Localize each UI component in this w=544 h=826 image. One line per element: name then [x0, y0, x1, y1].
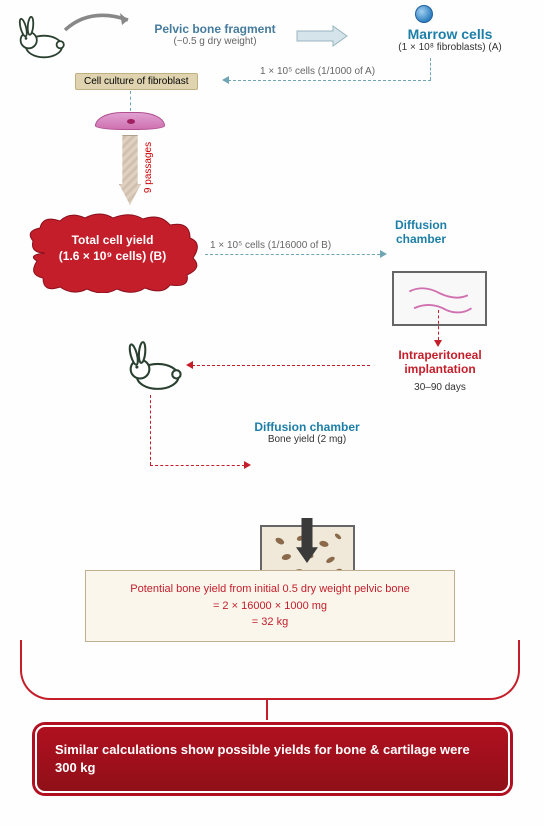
- dashdot-h2: [150, 465, 245, 466]
- culture-label-box: Cell culture of fibroblast: [75, 73, 198, 90]
- dashdot-v1: [438, 310, 439, 340]
- diffusion-chamber-2-label: Diffusion chamber Bone yield (2 mg): [232, 420, 382, 445]
- chamber2-sub: Bone yield (2 mg): [232, 434, 382, 445]
- arrowhead-2: [380, 250, 387, 258]
- curve-arrow-icon: [60, 5, 140, 40]
- hollow-arrow-1-icon: [295, 24, 350, 48]
- pelvic-sub: (~0.5 g dry weight): [140, 36, 290, 47]
- implant-days: 30–90 days: [375, 382, 505, 393]
- chamber1-box: [392, 271, 487, 326]
- calc-line2: = 2 × 16000 × 1000 mg: [100, 598, 440, 615]
- result-box: Similar calculations show possible yield…: [35, 725, 510, 793]
- dash-h1: [228, 80, 431, 81]
- transfer1-text: 1 × 10⁵ cells (1/1000 of A): [260, 66, 375, 77]
- implant-line2: implantation: [375, 362, 505, 376]
- dash-h2: [205, 254, 380, 255]
- marrow-label: Marrow cells (1 × 10⁸ fibroblasts) (A): [365, 26, 535, 53]
- dashdot-h1: [192, 365, 370, 366]
- diffusion-chamber-1-label: Diffusion chamber: [395, 218, 447, 246]
- result-text: Similar calculations show possible yield…: [55, 741, 490, 777]
- pelvic-label: Pelvic bone fragment (~0.5 g dry weight): [140, 22, 290, 47]
- marrow-cell-icon: [415, 5, 433, 23]
- chamber1-title: Diffusion: [395, 218, 447, 232]
- calc-line3: = 32 kg: [100, 614, 440, 631]
- total-yield-cloud: Total cell yield (1.6 × 10⁹ cells) (B): [25, 213, 200, 293]
- calc-line1: Potential bone yield from initial 0.5 dr…: [100, 581, 440, 598]
- chamber1-sub: chamber: [395, 232, 447, 246]
- dashdot-v2: [150, 395, 151, 465]
- arrowhead-4: [186, 361, 193, 369]
- chamber2-title: Diffusion chamber: [232, 420, 382, 434]
- fibroblast-icon: [95, 112, 165, 130]
- bracket-stem: [266, 698, 268, 720]
- marrow-title: Marrow cells: [365, 26, 535, 42]
- bracket-icon: [20, 640, 520, 700]
- pelvic-title: Pelvic bone fragment: [140, 22, 290, 36]
- dash-v1: [430, 58, 431, 80]
- rabbit-source-icon: [12, 15, 67, 60]
- passages-label: 9 passages: [143, 142, 154, 193]
- implant-line1: Intraperitoneal: [375, 348, 505, 362]
- yield-line2: (1.6 × 10⁹ cells) (B): [25, 249, 200, 265]
- yield-line1: Total cell yield: [25, 233, 200, 249]
- dash-v2: [130, 91, 131, 111]
- implant-label: Intraperitoneal implantation 30–90 days: [375, 348, 505, 393]
- transfer2-text: 1 × 10⁵ cells (1/16000 of B): [210, 240, 331, 251]
- marrow-sub: (1 × 10⁸ fibroblasts) (A): [365, 42, 535, 53]
- arrowhead-5: [244, 461, 251, 469]
- calculation-box: Potential bone yield from initial 0.5 dr…: [85, 570, 455, 642]
- rabbit-implant-icon: [120, 340, 185, 392]
- arrowhead-3: [434, 340, 442, 347]
- passages-arrow-icon: [119, 135, 141, 205]
- arrowhead-1: [222, 76, 229, 84]
